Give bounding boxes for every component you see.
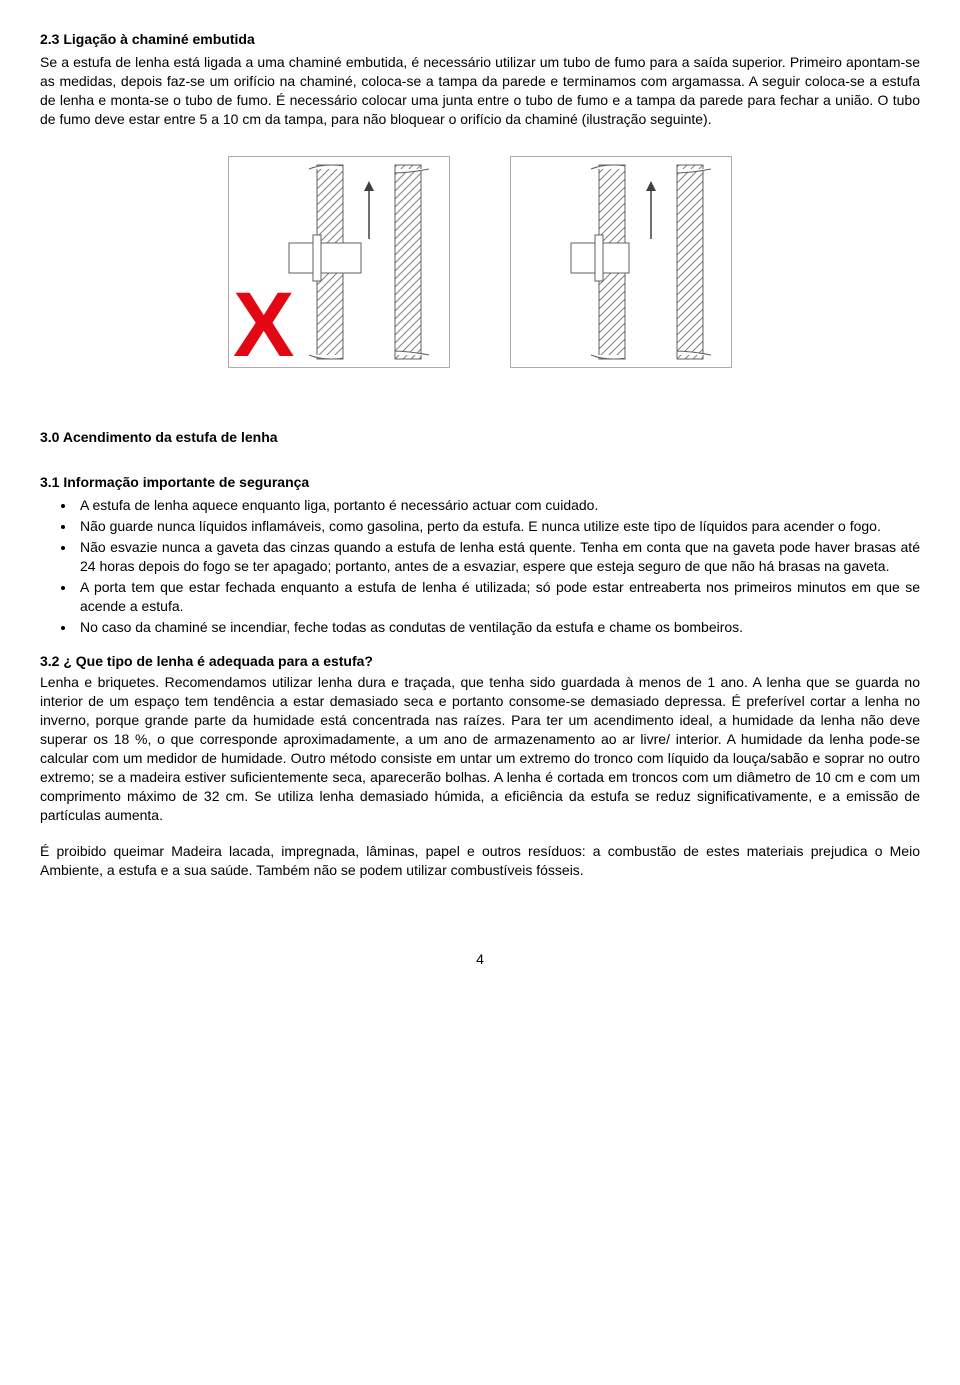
section-3-2-body: Lenha e briquetes. Recomendamos utilizar…: [40, 673, 920, 824]
list-item: No caso da chaminé se incendiar, feche t…: [76, 618, 920, 637]
prohibition-warning: É proibido queimar Madeira lacada, impre…: [40, 842, 920, 880]
section-2-3: 2.3 Ligação à chaminé embutida Se a estu…: [40, 30, 920, 128]
safety-bullet-list: A estufa de lenha aquece enquanto liga, …: [40, 496, 920, 636]
list-item: Não esvazie nunca a gaveta das cinzas qu…: [76, 538, 920, 576]
spacer: [40, 451, 920, 473]
section-3-2: 3.2 ¿ Que tipo de lenha é adequada para …: [40, 652, 920, 824]
section-3-2-title: 3.2 ¿ Que tipo de lenha é adequada para …: [40, 653, 373, 669]
diagram-incorrect: X: [228, 156, 450, 368]
page-number: 4: [40, 950, 920, 969]
x-mark-icon: X: [233, 279, 294, 371]
section-2-3-body: Se a estufa de lenha está ligada a uma c…: [40, 53, 920, 129]
diagram-correct: [510, 156, 732, 368]
diagram-correct-svg: [511, 157, 731, 367]
list-item: A porta tem que estar fechada enquanto a…: [76, 578, 920, 616]
list-item: Não guarde nunca líquidos inflamáveis, c…: [76, 517, 920, 536]
section-3-0-title: 3.0 Acendimento da estufa de lenha: [40, 428, 920, 447]
diagram-row: X: [40, 156, 920, 368]
list-item: A estufa de lenha aquece enquanto liga, …: [76, 496, 920, 515]
section-3-1-title: 3.1 Informação importante de segurança: [40, 473, 920, 492]
section-2-3-title: 2.3 Ligação à chaminé embutida: [40, 30, 920, 49]
